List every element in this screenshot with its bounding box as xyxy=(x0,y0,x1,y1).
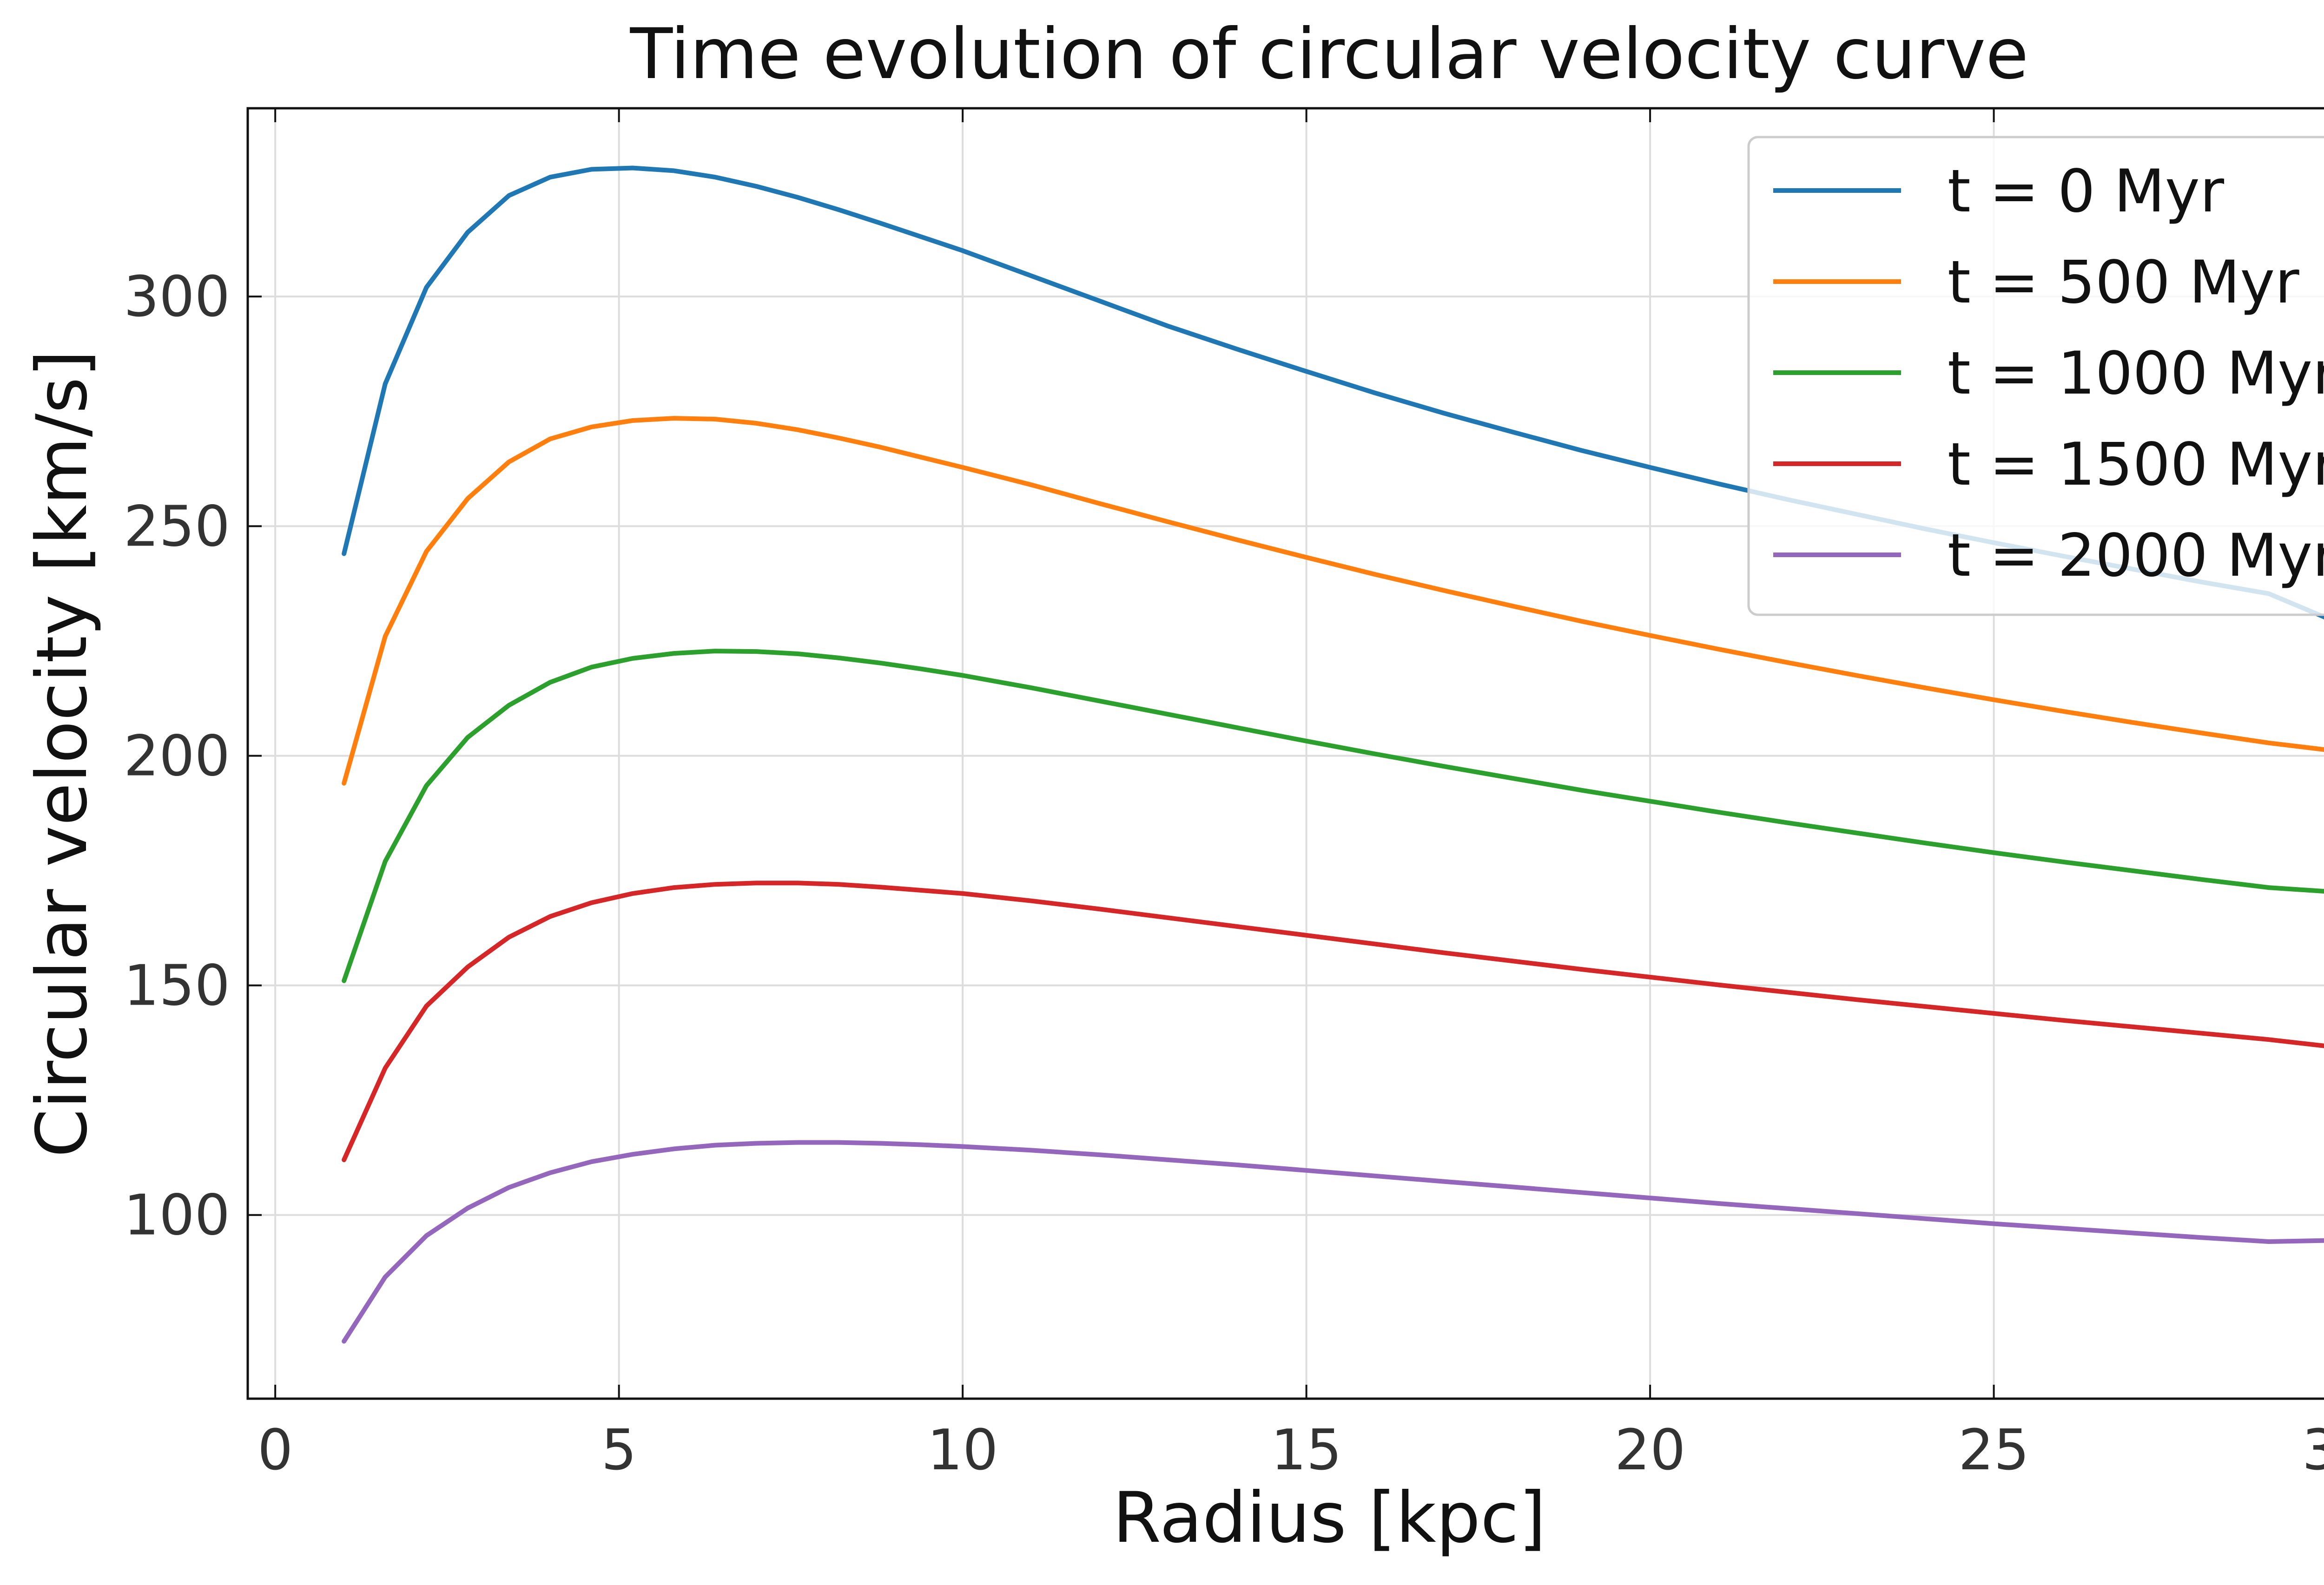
series-line-4 xyxy=(342,1140,2324,1344)
x-tick-label: 10 xyxy=(927,1418,998,1483)
legend-label-1: t = 500 Myr xyxy=(1948,248,2299,316)
series-line-1 xyxy=(342,416,2324,786)
x-tick-label: 30 xyxy=(2302,1418,2324,1483)
axis-ticks xyxy=(248,108,1995,1399)
legend-box xyxy=(1747,136,2324,616)
x-tick-label: 15 xyxy=(1271,1418,1342,1483)
plot-frame xyxy=(246,107,2324,1400)
legend-label-4: t = 2000 Myr xyxy=(1948,521,2324,590)
legend-label-2: t = 1000 Myr xyxy=(1948,339,2324,408)
y-tick-label: 200 xyxy=(124,724,230,789)
tick-labels: 0 5 10 15 20 25 30 100 150 200 250 300 xyxy=(124,265,2324,1483)
x-tick-label: 0 xyxy=(257,1418,293,1483)
y-tick-label: 100 xyxy=(124,1184,230,1248)
y-axis-label: Circular velocity [km/s] xyxy=(22,350,103,1158)
series-line-3 xyxy=(342,881,2324,1163)
y-tick-label: 250 xyxy=(124,494,230,559)
series-line-2 xyxy=(342,649,2324,983)
legend-label-3: t = 1500 Myr xyxy=(1948,430,2324,499)
x-axis-label: Radius [kpc] xyxy=(1113,1478,1546,1559)
y-tick-label: 150 xyxy=(124,954,230,1019)
x-tick-label: 20 xyxy=(1615,1418,1686,1483)
legend-items: t = 0 Myr t = 500 Myr t = 1000 Myr t = 1500… xyxy=(1773,157,2324,590)
x-tick-label: 5 xyxy=(601,1418,636,1483)
chart-title: Time evolution of circular velocity curv… xyxy=(630,14,2029,95)
x-tick-label: 25 xyxy=(1958,1418,2029,1483)
y-tick-label: 300 xyxy=(124,265,230,329)
legend: t = 0 Myr t = 500 Myr t = 1000 Myr t = 1500… xyxy=(1747,136,2324,616)
legend-label-0: t = 0 Myr xyxy=(1948,157,2225,225)
